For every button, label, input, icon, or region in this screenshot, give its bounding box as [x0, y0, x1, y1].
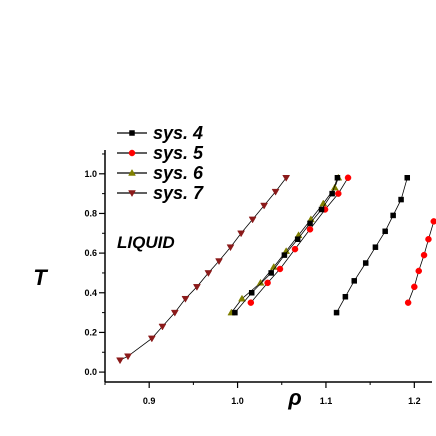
data-point	[147, 335, 156, 343]
series-layer	[116, 173, 436, 365]
data-point	[271, 188, 280, 196]
data-point	[264, 279, 271, 287]
y-tick-label: 0.2	[84, 327, 97, 337]
legend-item-sys-4: sys. 4	[117, 123, 203, 143]
series-line	[336, 177, 408, 313]
data-point	[333, 309, 340, 316]
series-sys-4	[232, 175, 411, 316]
data-point	[181, 295, 190, 303]
data-point	[248, 216, 257, 224]
data-point	[330, 183, 339, 191]
data-point	[276, 265, 284, 273]
y-tick-label: 1.0	[84, 169, 97, 179]
data-point	[306, 226, 314, 233]
data-point	[237, 230, 246, 238]
y-tick-label: 0.8	[84, 208, 97, 218]
legend-marker	[129, 130, 135, 136]
data-point	[294, 236, 301, 242]
data-point	[260, 202, 269, 210]
series-line	[231, 177, 339, 313]
data-point	[420, 251, 428, 259]
data-point	[329, 190, 335, 197]
series-sys-5	[247, 174, 436, 306]
data-point	[281, 252, 288, 258]
series-sys-6	[227, 173, 343, 316]
data-point	[282, 175, 291, 182]
legend-marker	[128, 169, 136, 176]
y-ticks: 0.0 0.2 0.4 0.6 0.8 1.0	[84, 153, 105, 377]
data-point	[248, 290, 255, 296]
data-point	[226, 244, 235, 252]
series-sys-7	[116, 175, 291, 365]
y-tick-label: 0.0	[84, 367, 97, 377]
data-point	[404, 175, 411, 181]
data-point	[204, 270, 213, 277]
data-point	[170, 309, 179, 317]
x-tick-label: 0.9	[143, 396, 156, 406]
data-point	[404, 299, 412, 306]
legend-label: sys. 5	[153, 143, 204, 163]
series-line	[407, 221, 435, 303]
legend-marker	[128, 149, 136, 157]
x-tick-label: 1.1	[320, 396, 333, 406]
y-tick-label: 0.6	[84, 248, 97, 258]
data-point	[411, 283, 418, 291]
x-tick-label: 1.2	[408, 396, 421, 406]
legend-item-sys-5: sys. 5	[117, 143, 204, 163]
data-point	[215, 258, 223, 266]
data-point	[415, 267, 422, 275]
data-point	[307, 220, 313, 227]
data-point	[291, 245, 299, 253]
data-point	[116, 357, 124, 365]
legend-label: sys. 6	[153, 163, 204, 183]
data-point	[362, 260, 369, 266]
data-point	[334, 175, 341, 181]
data-point	[268, 270, 274, 276]
data-point	[192, 284, 201, 291]
data-point	[124, 353, 132, 361]
data-point	[430, 218, 436, 225]
data-point	[318, 206, 325, 213]
legend-item-sys-7: sys. 7	[117, 183, 204, 203]
data-point	[158, 323, 167, 331]
data-point	[232, 309, 238, 316]
plot-area: 0.9 1.0 1.1 1.2 0.0 0.2 0.4 0.6 0.8 1.0	[84, 150, 436, 406]
y-tick-label: 0.4	[84, 288, 97, 298]
legend-label: sys. 4	[153, 123, 203, 143]
data-point	[247, 299, 255, 306]
data-point	[344, 174, 352, 182]
legend-marker	[128, 190, 136, 197]
y-axis-label: T	[33, 265, 48, 290]
x-axis-label: ρ	[287, 385, 301, 410]
legend-label: sys. 7	[153, 183, 204, 203]
data-point	[398, 196, 404, 203]
x-tick-label: 1.0	[231, 396, 244, 406]
data-point	[425, 235, 432, 243]
data-point	[238, 294, 246, 302]
data-point	[342, 293, 349, 300]
data-point	[372, 244, 379, 250]
x-ticks: 0.9 1.0 1.1 1.2	[104, 382, 421, 406]
data-point	[390, 212, 396, 219]
legend-item-sys-6: sys. 6	[117, 163, 204, 183]
data-point	[335, 190, 342, 197]
series-line	[119, 177, 287, 361]
liquid-annotation: LIQUID	[117, 233, 175, 252]
data-point	[382, 228, 388, 235]
data-point	[351, 278, 357, 284]
